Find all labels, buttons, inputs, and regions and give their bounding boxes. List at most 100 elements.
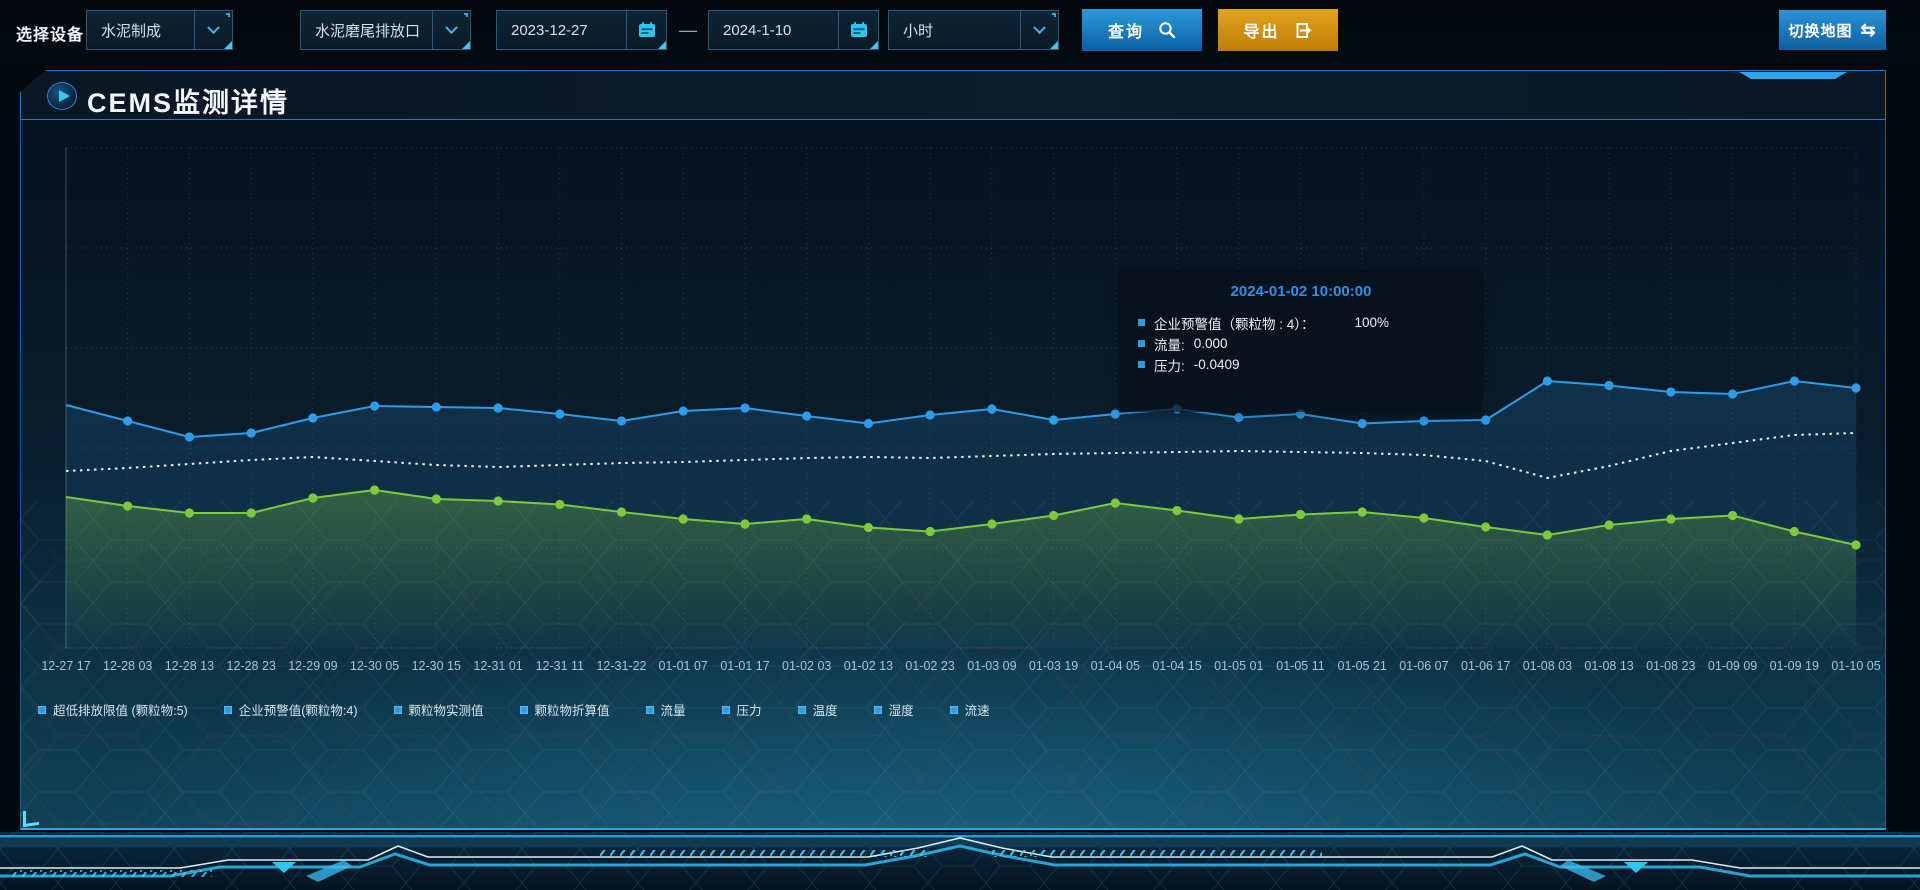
data-point[interactable] [1481, 415, 1491, 425]
chart-tooltip: 2024-01-02 10:00:00 企业预警值（颗粒物 : 4）： 100% 流… [1120, 270, 1482, 412]
tooltip-item: 企业预警值（颗粒物 : 4）： 100% [1138, 312, 1464, 333]
data-point[interactable] [1295, 509, 1306, 520]
data-point[interactable] [1789, 376, 1799, 386]
x-axis-label: 01-08 03 [1523, 659, 1572, 673]
data-point[interactable] [1357, 418, 1367, 429]
calendar-icon-glyph [850, 22, 867, 37]
data-point[interactable] [1851, 540, 1861, 550]
data-point[interactable] [987, 519, 997, 529]
data-point[interactable] [616, 507, 627, 517]
legend-label: 流速 [964, 704, 990, 718]
x-axis-label: 01-08 23 [1646, 659, 1695, 673]
data-point[interactable] [1851, 383, 1861, 393]
chevron-down-icon[interactable] [1020, 11, 1058, 49]
switch-map-button[interactable]: 切换地图 ⇆ [1779, 10, 1886, 50]
interval-select[interactable]: 小时 [888, 10, 1059, 50]
data-point[interactable] [1728, 389, 1738, 399]
legend-item[interactable]: 超低排放限值 (颗粒物:5) [38, 700, 188, 719]
data-point[interactable] [925, 410, 935, 420]
data-point[interactable] [1234, 514, 1244, 524]
legend-item[interactable]: 颗粒物折算值 [519, 700, 610, 719]
x-axis-label: 01-08 13 [1584, 659, 1633, 673]
data-point[interactable] [493, 403, 503, 413]
data-point[interactable] [802, 514, 812, 524]
data-point[interactable] [123, 416, 133, 426]
data-point[interactable] [308, 413, 318, 423]
query-button[interactable]: 查询 [1082, 9, 1202, 51]
data-point[interactable] [1419, 416, 1429, 426]
x-axis-label: 12-28 03 [103, 659, 152, 673]
data-point[interactable] [1234, 412, 1244, 423]
data-point[interactable] [1604, 380, 1614, 391]
data-point[interactable] [863, 522, 874, 533]
data-point[interactable] [1357, 507, 1367, 517]
data-point[interactable] [184, 508, 194, 518]
footer-decoration [0, 832, 1920, 890]
x-axis-label: 01-09 09 [1708, 659, 1757, 673]
outlet-select[interactable]: 水泥磨尾排放口 [300, 10, 471, 50]
tooltip-item: 压力: -0.0409 [1138, 354, 1464, 375]
data-point[interactable] [1049, 510, 1059, 521]
data-point[interactable] [1542, 376, 1552, 386]
data-point[interactable] [1666, 514, 1676, 524]
legend-item[interactable]: 压力 [721, 700, 762, 719]
legend-item[interactable]: 颗粒物实测值 [393, 700, 484, 719]
legend-item[interactable]: 流量 [645, 700, 686, 719]
data-point[interactable] [1604, 520, 1614, 530]
legend-item[interactable]: 流速 [949, 700, 990, 719]
data-point[interactable] [246, 508, 256, 518]
x-axis-label: 01-05 11 [1276, 659, 1324, 673]
data-point[interactable] [925, 526, 935, 537]
data-point[interactable] [802, 411, 812, 421]
data-point[interactable] [431, 494, 441, 504]
data-point[interactable] [1481, 522, 1491, 532]
data-point[interactable] [740, 519, 750, 529]
export-button[interactable]: 导出 [1218, 9, 1338, 51]
legend-label: 压力 [736, 704, 762, 718]
legend-item[interactable]: 湿度 [873, 700, 914, 719]
data-point[interactable] [1419, 513, 1429, 523]
data-point[interactable] [1110, 409, 1120, 419]
x-axis-label: 01-02 13 [844, 659, 893, 673]
data-point[interactable] [1172, 505, 1182, 516]
data-point[interactable] [370, 401, 380, 411]
data-point[interactable] [246, 428, 256, 438]
data-point[interactable] [616, 416, 627, 426]
data-point[interactable] [863, 418, 874, 429]
chevron-down-icon[interactable] [194, 11, 232, 49]
data-point[interactable] [184, 432, 194, 442]
data-point[interactable] [308, 493, 318, 503]
legend-marker-icon [645, 705, 654, 714]
calendar-icon[interactable] [626, 11, 666, 49]
data-point[interactable] [1666, 387, 1676, 397]
data-point[interactable] [555, 499, 565, 510]
calendar-icon[interactable] [838, 11, 878, 49]
x-axis-label: 12-31-22 [596, 659, 646, 673]
data-point[interactable] [1542, 530, 1552, 540]
data-point[interactable] [555, 409, 565, 419]
data-point[interactable] [740, 403, 750, 413]
device-select[interactable]: 水泥制成 [86, 10, 233, 50]
x-axis-label: 12-28 23 [227, 659, 276, 673]
data-point[interactable] [370, 485, 380, 495]
play-icon[interactable] [47, 82, 77, 110]
legend-item[interactable]: 温度 [797, 700, 838, 719]
start-date-input[interactable]: 2023-12-27 [496, 10, 667, 50]
legend-item[interactable]: 企业预警值(颗粒物:4) [223, 700, 358, 719]
data-point[interactable] [1728, 510, 1738, 521]
data-point[interactable] [1789, 526, 1799, 537]
end-date-input[interactable]: 2024-1-10 [708, 10, 879, 50]
data-point[interactable] [493, 496, 503, 506]
data-point[interactable] [1110, 498, 1120, 508]
swap-arrows-icon: ⇆ [1860, 19, 1877, 40]
export-button-label: 导出 [1243, 24, 1280, 41]
data-point[interactable] [678, 406, 688, 416]
chevron-down-icon[interactable] [432, 11, 470, 49]
data-point[interactable] [123, 501, 133, 511]
data-point[interactable] [1049, 415, 1059, 425]
x-axis-label: 01-04 15 [1152, 659, 1201, 673]
data-point[interactable] [431, 402, 441, 412]
data-point[interactable] [987, 404, 997, 414]
data-point[interactable] [678, 514, 688, 524]
cems-line-chart[interactable]: 12-27 17 12-28 03 12-28 13 12-28 23 12-29 09… [41, 147, 1881, 696]
